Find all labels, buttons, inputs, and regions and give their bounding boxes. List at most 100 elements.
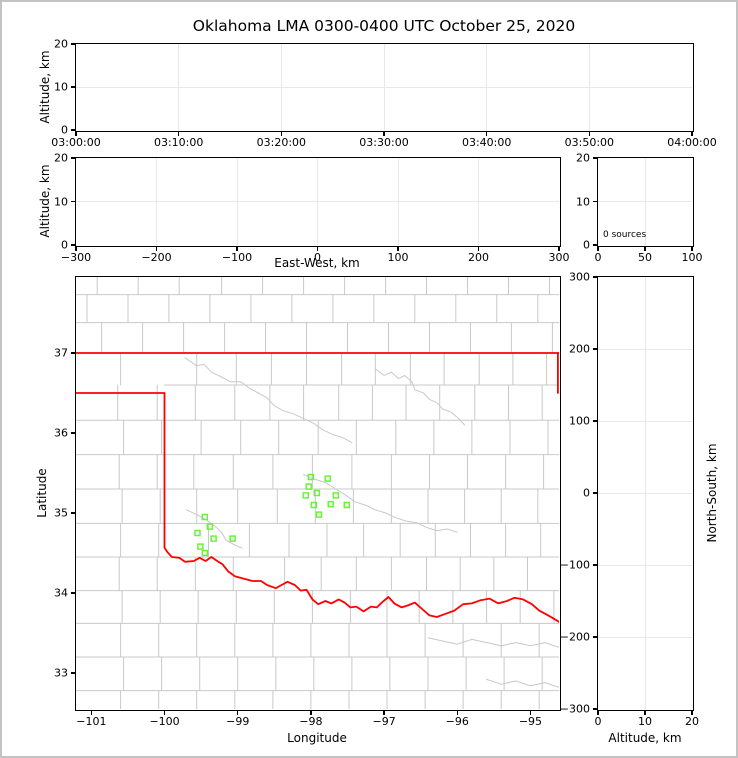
grid-line	[598, 564, 692, 566]
x-tick-mark	[155, 246, 158, 251]
x-tick-mark	[597, 246, 599, 251]
x-tick-label: 50	[638, 251, 652, 264]
lma-station-marker	[201, 513, 209, 521]
x-tick-mark	[316, 246, 319, 251]
oklahoma-map-canvas	[76, 277, 559, 709]
y-tick-mark	[70, 157, 75, 159]
x-tick-label: 03:40:00	[461, 136, 512, 149]
lma-station-marker	[302, 492, 310, 499]
y-tick-mark	[70, 512, 75, 514]
x-tick-mark	[280, 131, 282, 136]
x-tick-mark	[597, 710, 599, 715]
x-tick-label: −99	[226, 715, 250, 728]
lma-station-marker	[197, 543, 204, 550]
y-tick-label: 34	[54, 586, 68, 600]
x-tick-mark	[558, 246, 560, 251]
y-tick-label: 10	[54, 195, 68, 208]
x-tick-label: −100	[149, 715, 180, 728]
river-line	[427, 637, 559, 648]
y-tick-mark	[592, 157, 597, 159]
x-tick-label: −98	[299, 715, 323, 728]
x-tick-label: 03:50:00	[564, 136, 615, 149]
y-tick-mark	[70, 592, 75, 594]
y-tick-mark	[592, 244, 597, 246]
x-tick-label: −101	[76, 715, 107, 728]
figure-title: Oklahoma LMA 0300-0400 UTC October 25, 2…	[192, 17, 576, 35]
x-tick-mark	[691, 246, 693, 251]
grid-line	[598, 636, 692, 638]
y-tick-mark	[592, 564, 597, 566]
x-tick-label: 20	[685, 715, 699, 728]
y-tick-label: 33	[54, 666, 68, 680]
x-tick-mark	[456, 710, 458, 715]
x-tick-label: −97	[372, 715, 396, 728]
y-tick-label: 0	[61, 238, 68, 252]
river-line	[186, 509, 243, 549]
y-tick-label: 0	[583, 486, 590, 500]
x-tick-mark	[163, 710, 166, 715]
x-tick-mark	[383, 131, 385, 136]
lma-station-marker	[313, 489, 321, 497]
lma-station-marker	[194, 529, 201, 537]
y-tick-label: −300	[559, 702, 590, 716]
y-tick-label: 10	[576, 195, 590, 208]
lma-station-marker	[315, 511, 323, 518]
y-tick-label: 100	[569, 414, 590, 428]
ew-height-xlabel: East-West, km	[274, 256, 360, 270]
ew-height-ylabel: Altitude, km	[38, 164, 52, 238]
grid-line	[76, 86, 692, 88]
y-tick-mark	[592, 420, 597, 422]
x-tick-mark	[178, 131, 180, 136]
x-tick-label: −200	[141, 251, 172, 264]
y-tick-mark	[70, 200, 75, 203]
x-tick-mark	[644, 246, 646, 251]
y-tick-label: −200	[559, 630, 590, 644]
ns-alt-ylabel-right: North-South, km	[705, 443, 719, 543]
y-tick-label: 35	[54, 506, 68, 520]
x-tick-label: 10	[638, 715, 652, 728]
x-tick-mark	[90, 710, 92, 715]
river-line	[184, 357, 353, 444]
y-tick-mark	[592, 636, 597, 638]
x-tick-label: 0	[594, 251, 602, 264]
y-tick-mark	[70, 129, 75, 131]
x-tick-label: 03:10:00	[153, 136, 204, 149]
x-tick-mark	[383, 710, 385, 715]
x-tick-label: 100	[681, 251, 703, 264]
x-tick-mark	[310, 710, 312, 715]
x-tick-label: −300	[60, 251, 92, 264]
lma-station-marker	[307, 473, 315, 481]
y-tick-label: 300	[569, 270, 590, 284]
lma-station-marker	[324, 475, 331, 482]
ns-alt-xlabel: Altitude, km	[608, 731, 682, 745]
lma-station-marker	[206, 523, 214, 530]
river-line	[486, 678, 559, 688]
grid-line	[598, 348, 692, 350]
lma-station-marker	[305, 483, 312, 490]
lma-station-marker	[332, 492, 340, 499]
y-tick-label: 20	[54, 151, 68, 165]
x-tick-label: −95	[518, 715, 543, 728]
x-tick-mark	[691, 131, 693, 136]
lma-station-marker	[229, 535, 236, 542]
y-tick-mark	[592, 708, 597, 710]
y-tick-label: 10	[54, 80, 68, 94]
state-border-line	[76, 392, 559, 623]
y-tick-mark	[70, 432, 75, 434]
grid-line	[598, 420, 692, 422]
x-tick-mark	[486, 131, 488, 136]
x-tick-mark	[75, 131, 77, 136]
x-tick-mark	[529, 710, 532, 715]
x-tick-mark	[588, 131, 590, 136]
x-tick-mark	[237, 710, 239, 715]
lma-station-marker	[210, 535, 217, 542]
x-tick-mark	[236, 246, 238, 251]
y-tick-label: −100	[559, 558, 590, 572]
river-line	[374, 368, 466, 426]
x-tick-label: 03:00:00	[51, 136, 101, 149]
river-line	[303, 474, 458, 533]
x-tick-label: 04:00:00	[667, 136, 717, 149]
lma-station-marker	[201, 549, 209, 557]
y-tick-label: 0	[583, 238, 590, 252]
